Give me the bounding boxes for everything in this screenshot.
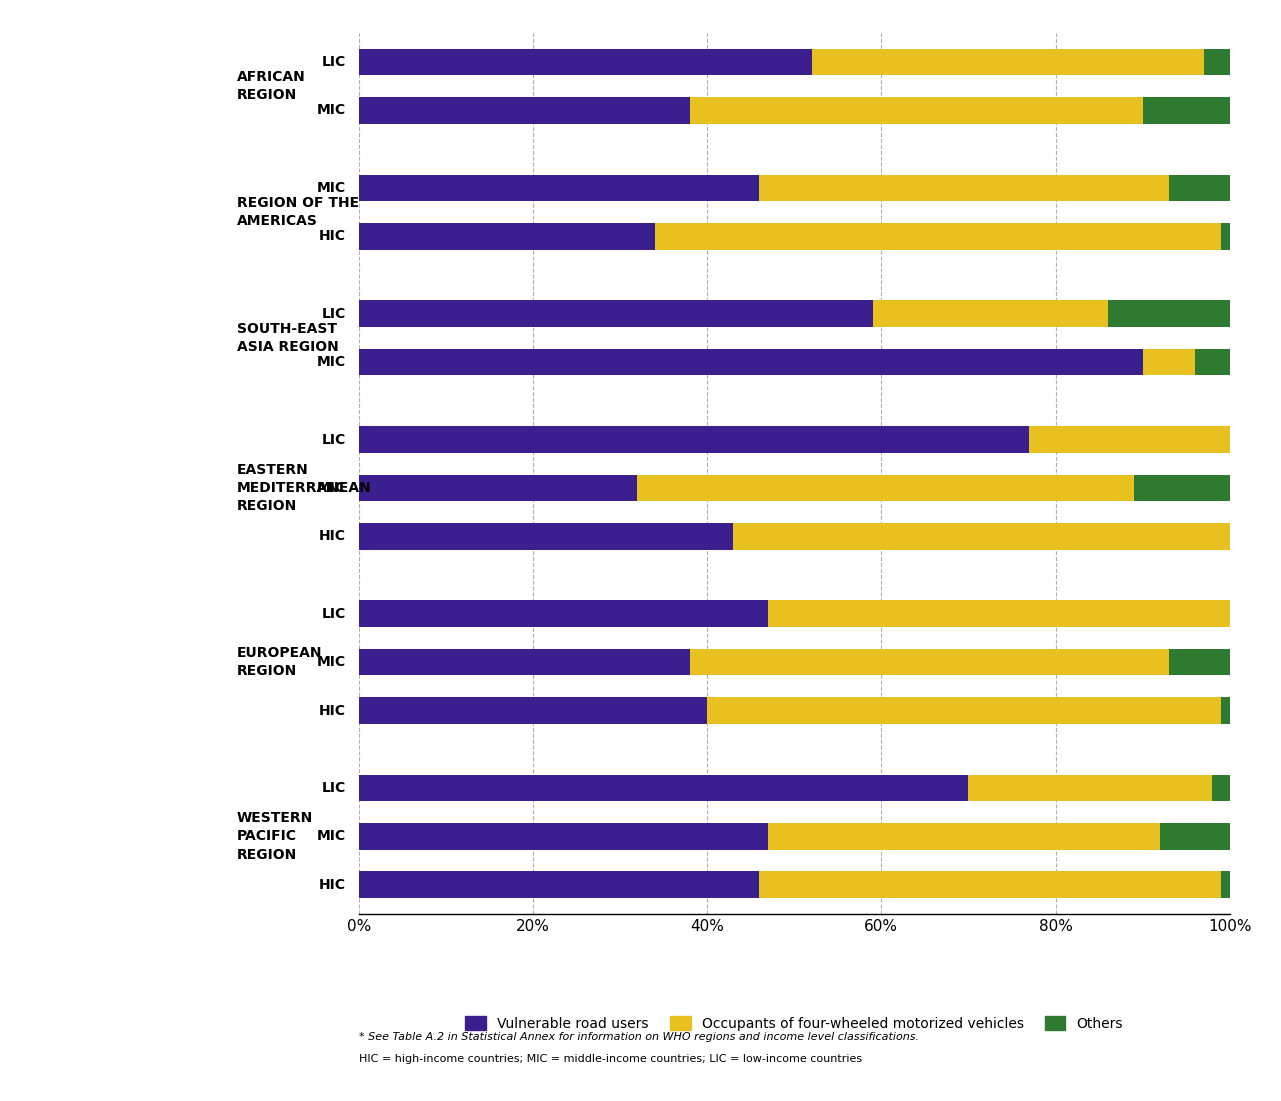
Bar	[1161, 824, 1230, 850]
Bar	[1221, 224, 1230, 250]
Bar	[1204, 48, 1230, 75]
Text: MIC: MIC	[316, 356, 346, 369]
Bar	[769, 824, 1161, 850]
Bar	[760, 175, 1168, 201]
Text: LIC: LIC	[322, 607, 346, 621]
Bar	[359, 697, 707, 723]
Text: LIC: LIC	[322, 781, 346, 795]
Bar	[760, 872, 1221, 898]
Text: EUROPEAN
REGION: EUROPEAN REGION	[237, 646, 323, 678]
Bar	[1221, 697, 1230, 723]
Bar	[1030, 426, 1230, 453]
Bar	[1168, 648, 1230, 676]
Bar	[359, 48, 812, 75]
Bar	[359, 175, 760, 201]
Bar	[1143, 349, 1195, 375]
Bar	[359, 648, 689, 676]
Bar	[359, 97, 689, 123]
Text: HIC = high-income countries; MIC = middle-income countries; LIC = low-income cou: HIC = high-income countries; MIC = middl…	[359, 1055, 862, 1065]
Bar	[359, 824, 769, 850]
Text: MIC: MIC	[316, 181, 346, 195]
Bar	[359, 301, 872, 327]
Bar	[707, 697, 1221, 723]
Text: HIC: HIC	[319, 704, 346, 718]
Text: MIC: MIC	[316, 829, 346, 843]
Text: MIC: MIC	[316, 655, 346, 669]
Bar	[1212, 775, 1230, 802]
Bar	[872, 301, 1108, 327]
Bar	[359, 872, 760, 898]
Text: LIC: LIC	[322, 55, 346, 69]
Text: LIC: LIC	[322, 307, 346, 320]
Bar	[1221, 872, 1230, 898]
Bar	[769, 600, 1230, 628]
Legend: Vulnerable road users, Occupants of four-wheeled motorized vehicles, Others: Vulnerable road users, Occupants of four…	[459, 1009, 1130, 1037]
Bar	[359, 224, 655, 250]
Text: * See Table A.2 in Statistical Annex for information on WHO regions and income l: * See Table A.2 in Statistical Annex for…	[359, 1033, 918, 1043]
Text: HIC: HIC	[319, 229, 346, 243]
Text: HIC: HIC	[319, 877, 346, 892]
Bar	[1195, 349, 1230, 375]
Bar	[1108, 301, 1230, 327]
Text: AFRICAN
REGION: AFRICAN REGION	[237, 70, 305, 102]
Bar	[359, 475, 638, 501]
Bar	[359, 775, 968, 802]
Text: HIC: HIC	[319, 530, 346, 544]
Text: MIC: MIC	[316, 481, 346, 495]
Bar	[1143, 97, 1230, 123]
Bar	[359, 349, 1143, 375]
Bar	[968, 775, 1212, 802]
Bar	[1134, 475, 1230, 501]
Text: SOUTH-EAST
ASIA REGION: SOUTH-EAST ASIA REGION	[237, 321, 338, 355]
Bar	[812, 48, 1204, 75]
Bar	[359, 600, 769, 628]
Text: WESTERN
PACIFIC
REGION: WESTERN PACIFIC REGION	[237, 811, 313, 862]
Text: EASTERN
MEDITERRANEAN
REGION: EASTERN MEDITERRANEAN REGION	[237, 462, 371, 513]
Bar	[689, 648, 1168, 676]
Bar	[689, 97, 1143, 123]
Text: REGION OF THE
AMERICAS: REGION OF THE AMERICAS	[237, 196, 359, 228]
Bar	[359, 426, 1030, 453]
Bar	[638, 475, 1134, 501]
Text: MIC: MIC	[316, 103, 346, 118]
Bar	[1168, 175, 1230, 201]
Bar	[359, 523, 733, 549]
Text: LIC: LIC	[322, 433, 346, 447]
Bar	[655, 224, 1221, 250]
Bar	[733, 523, 1230, 549]
